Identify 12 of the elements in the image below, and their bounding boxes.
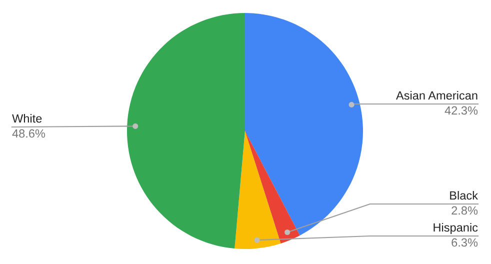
data-label: 42.3% xyxy=(444,106,478,115)
data-label: 2.8% xyxy=(452,206,478,215)
pie-slice xyxy=(127,13,245,249)
data-label: 48.6% xyxy=(12,129,46,138)
slice-label: Hispanic xyxy=(434,222,478,234)
slice-label: Asian American xyxy=(396,90,478,100)
slice-label: Black xyxy=(450,190,478,200)
pie-slice xyxy=(245,13,363,236)
pie-slice xyxy=(245,131,300,244)
data-label: 6.3% xyxy=(452,238,478,247)
slice-label: White xyxy=(12,114,42,123)
pie-slice xyxy=(234,131,281,249)
